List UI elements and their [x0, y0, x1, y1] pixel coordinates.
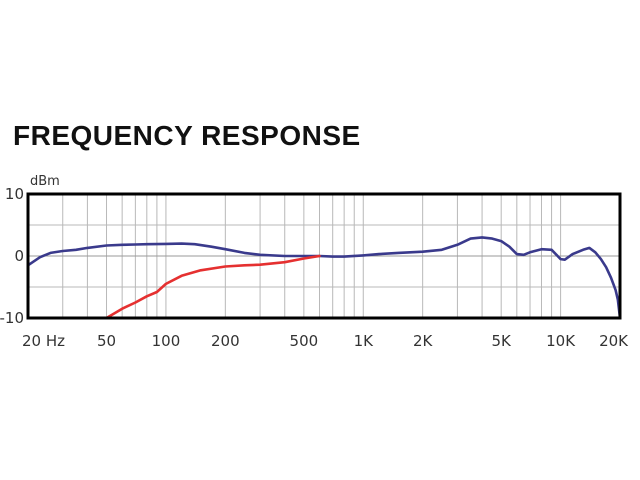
y-tick-label: 0 [14, 247, 24, 265]
y-tick-labels: 10 0 -10 [0, 185, 24, 327]
x-tick-label: 1K [354, 332, 375, 350]
x-tick-label: 100 [152, 332, 181, 350]
x-tick-label: 10K [546, 332, 576, 350]
x-tick-label: 50 [97, 332, 116, 350]
plot-frame [26, 192, 622, 320]
x-tick-label: 5K [491, 332, 512, 350]
y-tick-label: -10 [0, 309, 24, 327]
x-tick-labels: 20 Hz 50 100 200 500 1K 2K 5K 10K 20K [22, 332, 629, 350]
x-tick-label: 20 Hz [22, 332, 65, 350]
y-axis-unit-label: dBm [30, 174, 60, 189]
series-line-2 [105, 254, 321, 320]
chart-title: FREQUENCY RESPONSE [13, 120, 361, 151]
x-tick-label: 200 [211, 332, 240, 350]
series-line-1 [26, 236, 622, 320]
y-tick-label: 10 [5, 185, 24, 203]
x-tick-label: 500 [290, 332, 319, 350]
series-lines [26, 236, 622, 320]
x-tick-label: 2K [413, 332, 434, 350]
x-tick-label: 20K [599, 332, 629, 350]
